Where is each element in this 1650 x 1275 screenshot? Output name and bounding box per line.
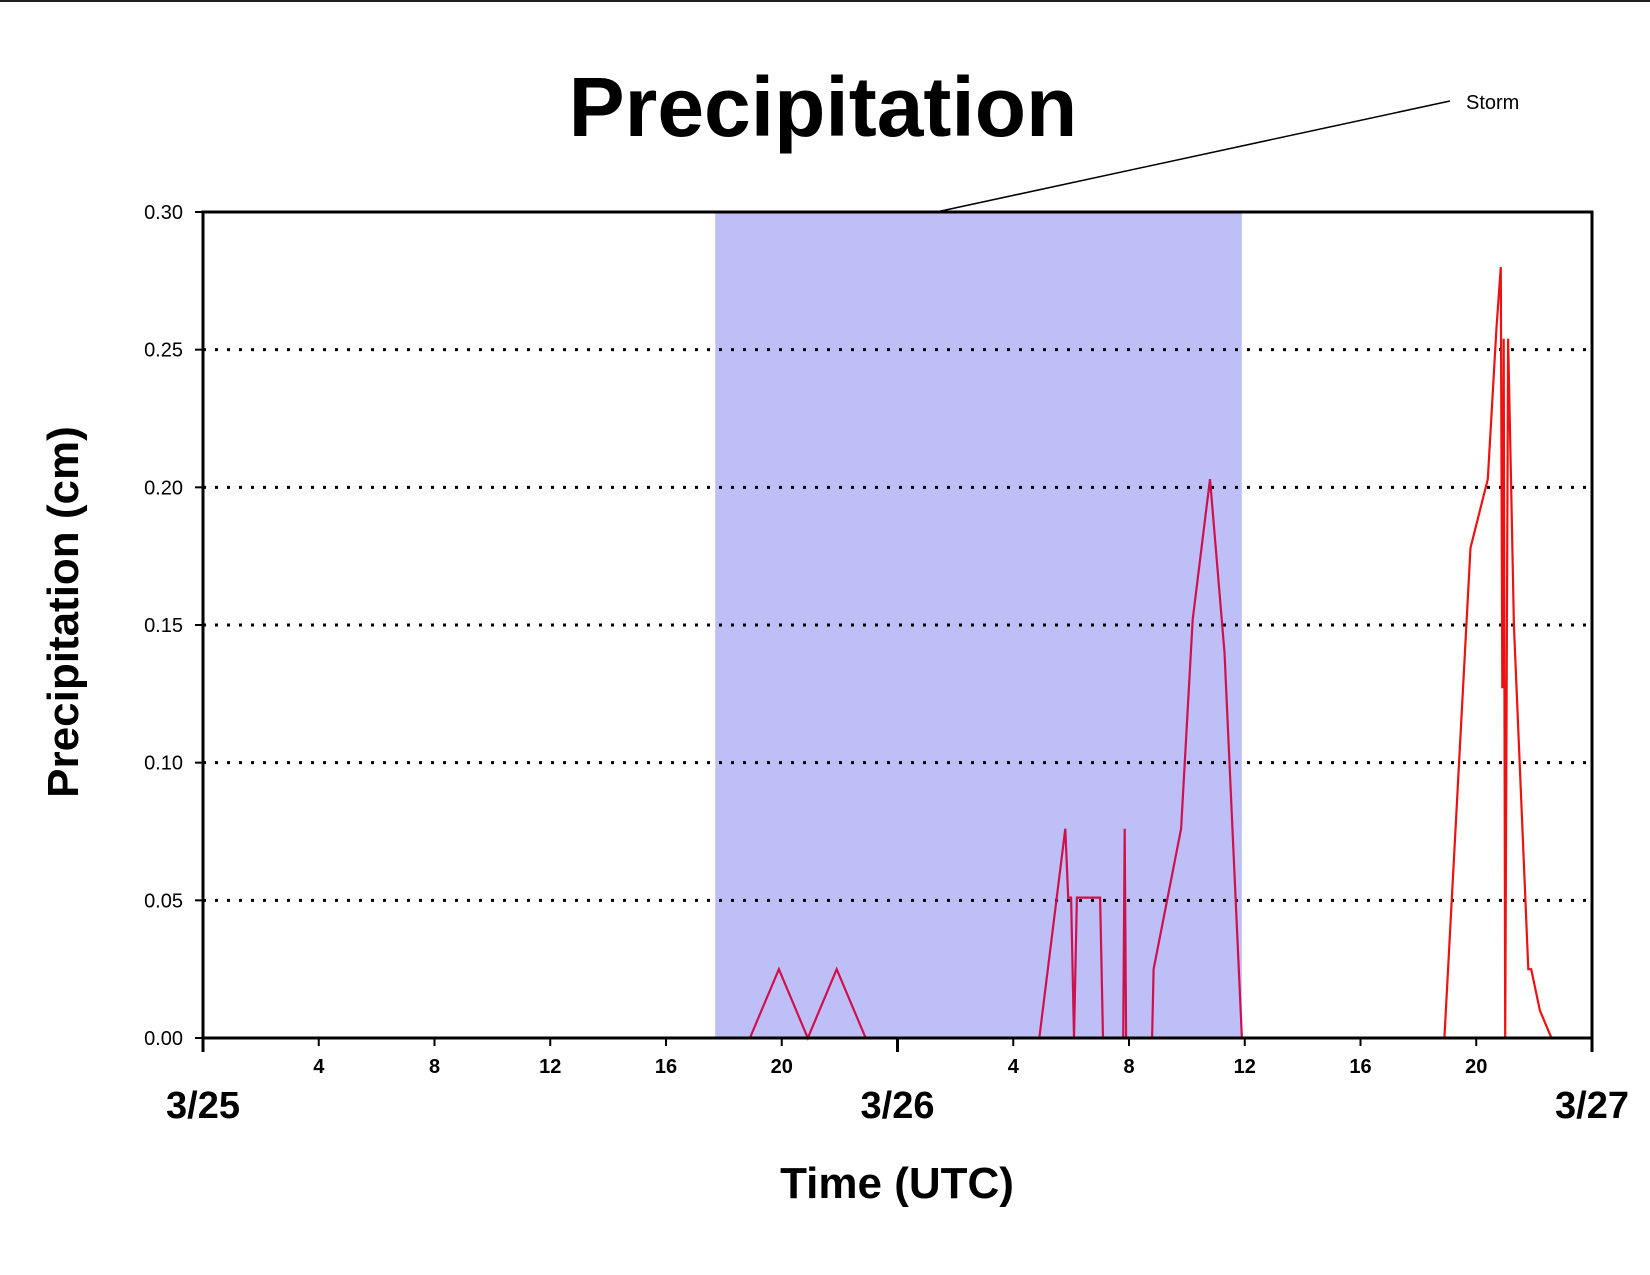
y-tick-label: 0.15 [144,615,183,637]
y-tick-label: 0.25 [144,340,183,362]
x-axis-label: Time (UTC) [780,1159,1014,1208]
top-rule [0,0,1650,2]
axes-layer: 0.00 0.05 0.10 0.15 0.20 0.25 0.30 4 8 12 16 20 4 8 12… [144,202,1629,1127]
x-tick-label: 20 [771,1056,793,1078]
day-label: 3/25 [166,1085,240,1127]
y-axis-label: Precipitation (cm) [39,426,88,798]
x-tick-label: 8 [429,1056,440,1078]
y-tick-label: 0.05 [144,890,183,912]
x-tick-label: 8 [1123,1056,1134,1078]
x-tick-label: 12 [539,1056,561,1078]
precipitation-series-2 [1241,267,1592,1040]
precipitation-series-1 [203,478,1243,1041]
x-tick-label: 16 [655,1056,677,1078]
storm-region [715,212,1242,1038]
chart-title: Precipitation [569,60,1078,154]
x-tick-label: 20 [1465,1056,1487,1078]
day-label: 3/27 [1555,1085,1629,1127]
y-tick-label: 0.00 [144,1028,183,1050]
storm-layer: Storm [715,92,1519,1038]
x-tick-label: 12 [1234,1056,1256,1078]
storm-annotation-label: Storm [1466,92,1519,114]
x-tick-label: 4 [1008,1056,1020,1078]
y-tick-label: 0.30 [144,202,183,224]
y-tick-label: 0.20 [144,477,183,499]
y-tick-label: 0.10 [144,753,183,775]
x-tick-label: 16 [1349,1056,1371,1078]
storm-leader-line [936,100,1451,213]
x-tick-label: 4 [313,1056,325,1078]
day-label: 3/26 [861,1085,935,1127]
